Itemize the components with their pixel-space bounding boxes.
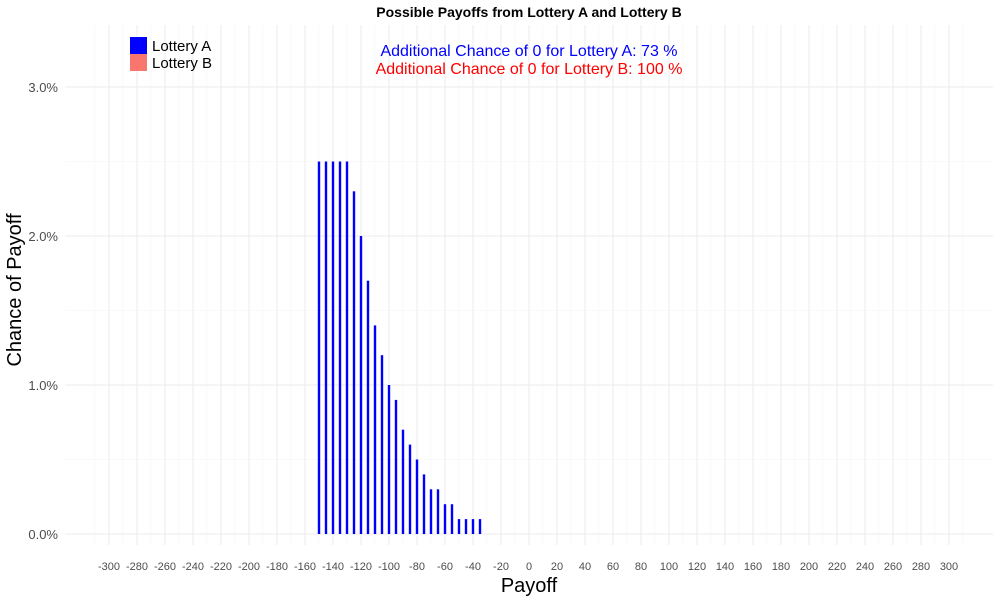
bar-lottery-a xyxy=(331,161,335,534)
x-tick-label: -260 xyxy=(154,561,176,573)
x-tick-label: 220 xyxy=(828,561,846,573)
bars xyxy=(317,161,482,535)
x-tick-label: -220 xyxy=(210,561,232,573)
x-tick-label: -200 xyxy=(238,561,260,573)
x-tick-label: 160 xyxy=(744,561,762,573)
chart-title: Possible Payoffs from Lottery A and Lott… xyxy=(376,4,681,20)
x-tick-label: -100 xyxy=(378,561,400,573)
bar-lottery-a xyxy=(338,161,342,534)
bar-lottery-a xyxy=(345,161,349,534)
bar-lottery-a xyxy=(408,444,412,534)
x-tick-label: 60 xyxy=(607,561,619,573)
bar-lottery-a xyxy=(387,385,391,534)
annotation-lottery-b: Additional Chance of 0 for Lottery B: 10… xyxy=(376,61,683,78)
bar-lottery-a xyxy=(373,325,377,534)
legend: Lottery A Lottery B xyxy=(130,37,212,72)
y-axis-title: Chance of Payoff xyxy=(4,213,26,367)
legend-label-lottery-a: Lottery A xyxy=(152,38,211,55)
x-tick-label: 20 xyxy=(551,561,563,573)
x-tick-label: -160 xyxy=(294,561,316,573)
y-tick-label: 2.0% xyxy=(28,229,58,244)
x-tick-label: 120 xyxy=(688,561,706,573)
legend-swatch-lottery-b xyxy=(130,54,147,71)
bar-lottery-a xyxy=(366,280,370,534)
bar-lottery-a xyxy=(415,459,419,534)
x-tick-label: 0 xyxy=(526,561,532,573)
x-tick-label: -40 xyxy=(465,561,481,573)
bar-lottery-a xyxy=(422,474,426,534)
bar-lottery-a xyxy=(359,236,363,534)
x-tick-label: -180 xyxy=(266,561,288,573)
bar-lottery-a xyxy=(436,489,440,534)
bar-lottery-a xyxy=(317,161,321,534)
y-tick-labels: 0.0% 1.0% 2.0% 3.0% xyxy=(28,80,58,542)
x-tick-label: 80 xyxy=(635,561,647,573)
x-tick-label: 240 xyxy=(856,561,874,573)
x-tick-label: -60 xyxy=(437,561,453,573)
x-axis-title: Payoff xyxy=(501,575,558,597)
x-tick-label: 40 xyxy=(579,561,591,573)
x-tick-label: 280 xyxy=(912,561,930,573)
x-tick-label: -280 xyxy=(126,561,148,573)
bar-lottery-a xyxy=(443,504,447,534)
x-tick-labels: -300 -280 -260 -240 -220 -200 -180 -160 -140 -120… xyxy=(98,561,958,573)
y-tick-label: 0.0% xyxy=(28,527,58,542)
bar-lottery-a xyxy=(471,519,475,534)
legend-label-lottery-b: Lottery B xyxy=(152,55,212,72)
x-tick-label: 300 xyxy=(940,561,958,573)
bar-lottery-a xyxy=(457,519,461,534)
bar-lottery-a xyxy=(464,519,468,534)
x-tick-label: -20 xyxy=(493,561,509,573)
legend-swatch-lottery-a xyxy=(130,37,147,54)
x-tick-label: -120 xyxy=(350,561,372,573)
bar-lottery-a xyxy=(394,399,398,534)
x-tick-label: -240 xyxy=(182,561,204,573)
y-tick-label: 3.0% xyxy=(28,80,58,95)
bar-lottery-a xyxy=(450,504,454,534)
x-tick-label: -300 xyxy=(98,561,120,573)
x-tick-label: 140 xyxy=(716,561,734,573)
bar-lottery-a xyxy=(352,191,356,535)
x-tick-label: 260 xyxy=(884,561,902,573)
y-tick-label: 1.0% xyxy=(28,378,58,393)
bar-lottery-a xyxy=(380,355,384,534)
x-tick-label: -80 xyxy=(409,561,425,573)
bar-lottery-a xyxy=(324,161,328,534)
x-tick-label: 100 xyxy=(660,561,678,573)
grid xyxy=(65,25,993,545)
x-tick-label: 180 xyxy=(772,561,790,573)
x-tick-label: 200 xyxy=(800,561,818,573)
bar-lottery-a xyxy=(478,519,482,534)
bar-lottery-a xyxy=(401,429,405,534)
annotation-lottery-a: Additional Chance of 0 for Lottery A: 73… xyxy=(380,43,677,60)
x-tick-label: -140 xyxy=(322,561,344,573)
bar-lottery-a xyxy=(429,489,433,534)
